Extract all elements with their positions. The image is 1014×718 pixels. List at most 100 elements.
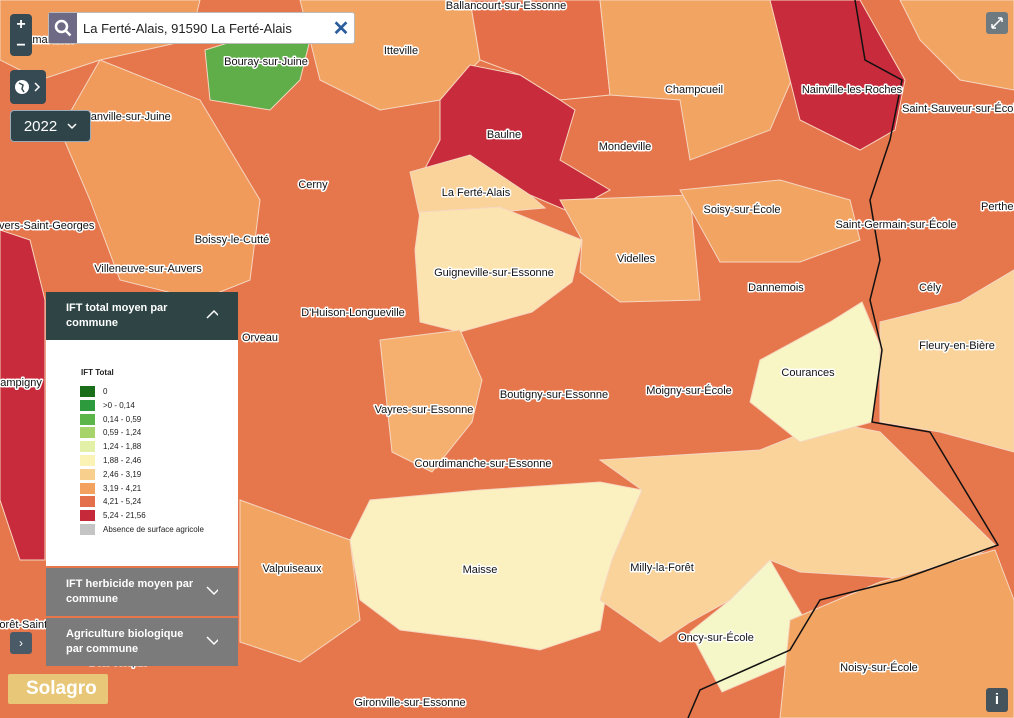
- legend-label: 4,21 - 5,24: [103, 497, 142, 507]
- commune-label: Guigneville-sur-Essonne: [434, 267, 554, 279]
- commune-label: Milly-la-Forêt: [630, 562, 694, 574]
- search-box[interactable]: La Ferté-Alais, 91590 La Ferté-Alais ✕: [48, 12, 355, 44]
- commune-label: Valpuiseaux: [262, 563, 322, 575]
- legend-swatch: [80, 482, 95, 494]
- legend-item: 0: [80, 386, 107, 397]
- magnifier-icon: [54, 19, 72, 37]
- commune-area: [679, 179, 861, 263]
- legend-label: >0 - 0,14: [103, 400, 135, 410]
- legend-swatch: [80, 427, 95, 439]
- year-value: 2022: [23, 117, 58, 135]
- commune-label: Gironville-sur-Essonne: [354, 697, 465, 709]
- legend-label: 3,19 - 4,21: [103, 483, 142, 493]
- legend-swatch: [80, 496, 95, 508]
- basemap-button[interactable]: [10, 70, 46, 104]
- commune-label: Mondeville: [599, 141, 652, 153]
- collapse-icon: [206, 309, 218, 319]
- commune-label: Dannemois: [748, 282, 804, 294]
- legend-item: 0,59 - 1,24: [80, 427, 142, 439]
- legend-label: 1,24 - 1,88: [103, 442, 142, 452]
- legend-item: 0,14 - 0,59: [80, 413, 142, 425]
- commune-label: Saint-Sauveur-sur-École: [902, 102, 1014, 115]
- globe-icon: [15, 80, 41, 94]
- legend-item: >0 - 0,14: [80, 399, 135, 411]
- commune-area: [899, 0, 1014, 91]
- commune-label: Cerny: [298, 179, 328, 191]
- expand-icon: [206, 636, 218, 646]
- legend-swatch: [80, 386, 95, 397]
- commune-label: Champcueil: [665, 84, 723, 96]
- commune-label: Saint-Germain-sur-École: [835, 218, 956, 231]
- commune-label: Maisse: [463, 564, 498, 576]
- legend-swatch: [80, 455, 95, 466]
- panel-header[interactable]: IFT total moyen par commune: [46, 292, 238, 340]
- commune-area: [379, 329, 483, 473]
- commune-label: Boutigny-sur-Essonne: [500, 389, 608, 401]
- legend-swatch: [80, 510, 95, 522]
- legend-item: 1,24 - 1,88: [80, 441, 142, 453]
- legend: IFT Total 0 >0 - 0,14 0,14 - 0,59 0,59 - 1,…: [46, 340, 238, 566]
- legend-label: Absence de surface agricole: [103, 525, 204, 534]
- layer-panel: IFT total moyen par commune IFT Total 0 >…: [46, 292, 238, 666]
- commune-label: Fleury-en-Bière: [919, 340, 995, 352]
- commune-label: Villeneuve-sur-Auvers: [94, 263, 202, 275]
- legend-label: 0,14 - 0,59: [103, 414, 142, 424]
- panel-header[interactable]: IFT herbicide moyen par commune: [46, 568, 238, 616]
- department-boundary: [687, 0, 1000, 718]
- commune-label: Soisy-sur-École: [703, 203, 780, 216]
- legend-swatch: [80, 468, 95, 480]
- legend-swatch: [80, 413, 95, 425]
- dropdown-arrow: [67, 123, 77, 130]
- legend-label: 1,88 - 2,46: [103, 456, 142, 465]
- legend-item: 3,19 - 4,21: [80, 482, 142, 494]
- legend-item: 2,46 - 3,19: [80, 468, 142, 480]
- commune-label: Courdimanche-sur-Essonne: [415, 458, 552, 470]
- expand-icon: [206, 586, 218, 596]
- commune-label: Perthes: [981, 201, 1014, 213]
- commune-label: Auvers-Saint-Georges: [0, 220, 95, 232]
- commune-label: D'Huison-Longueville: [301, 307, 405, 319]
- commune-area: [239, 499, 361, 663]
- fullscreen-button[interactable]: [986, 12, 1008, 34]
- commune-label: Itteville: [384, 45, 418, 57]
- legend-item: Absence de surface agricole: [80, 524, 204, 535]
- legend-title: IFT Total: [81, 368, 114, 377]
- zoom-in[interactable]: +: [16, 15, 26, 33]
- commune-label: Vayres-sur-Essonne: [375, 404, 474, 416]
- commune-area: [769, 0, 906, 151]
- legend-item: 5,24 - 21,56: [80, 510, 146, 522]
- fullscreen-icon: [991, 17, 1003, 29]
- legend-item: 4,21 - 5,24: [80, 496, 142, 508]
- clear-button[interactable]: ✕: [332, 17, 350, 40]
- panel-title: IFT total moyen par commune: [66, 302, 168, 329]
- commune-label: Orveau: [242, 332, 278, 344]
- info-button[interactable]: i: [986, 688, 1008, 712]
- commune-label: Champigny: [0, 377, 42, 389]
- search-icon[interactable]: [49, 13, 77, 43]
- search-query[interactable]: La Ferté-Alais, 91590 La Ferté-Alais: [83, 20, 292, 36]
- panel-title: Agriculture biologique par commune: [66, 628, 184, 655]
- legend-label: 0: [103, 387, 108, 396]
- commune-label: Cély: [919, 282, 942, 294]
- commune-label: Courances: [781, 367, 835, 379]
- toggle-panel-button[interactable]: ›: [10, 632, 32, 654]
- commune-label: Moigny-sur-École: [646, 384, 732, 397]
- commune-area: [414, 206, 583, 333]
- year-select[interactable]: 2022: [10, 110, 91, 142]
- legend-label: 5,24 - 21,56: [103, 511, 146, 521]
- zoom-out[interactable]: −: [16, 36, 26, 54]
- panel-header[interactable]: Agriculture biologique par commune: [46, 618, 238, 666]
- panel-title: IFT herbicide moyen par commune: [66, 578, 194, 605]
- commune-label: Oncy-sur-École: [678, 631, 754, 644]
- commune-area: [0, 229, 46, 561]
- commune-label: Boissy-le-Cutté: [195, 234, 270, 246]
- legend-label: 2,46 - 3,19: [103, 469, 142, 479]
- commune-label: Noisy-sur-École: [840, 661, 918, 674]
- legend-item: 1,88 - 2,46: [80, 455, 141, 466]
- legend-label: 0,59 - 1,24: [103, 428, 142, 438]
- logo[interactable]: Solagro: [8, 674, 108, 704]
- commune-label: Bouray-sur-Juine: [224, 56, 308, 68]
- commune-area: [879, 269, 1014, 453]
